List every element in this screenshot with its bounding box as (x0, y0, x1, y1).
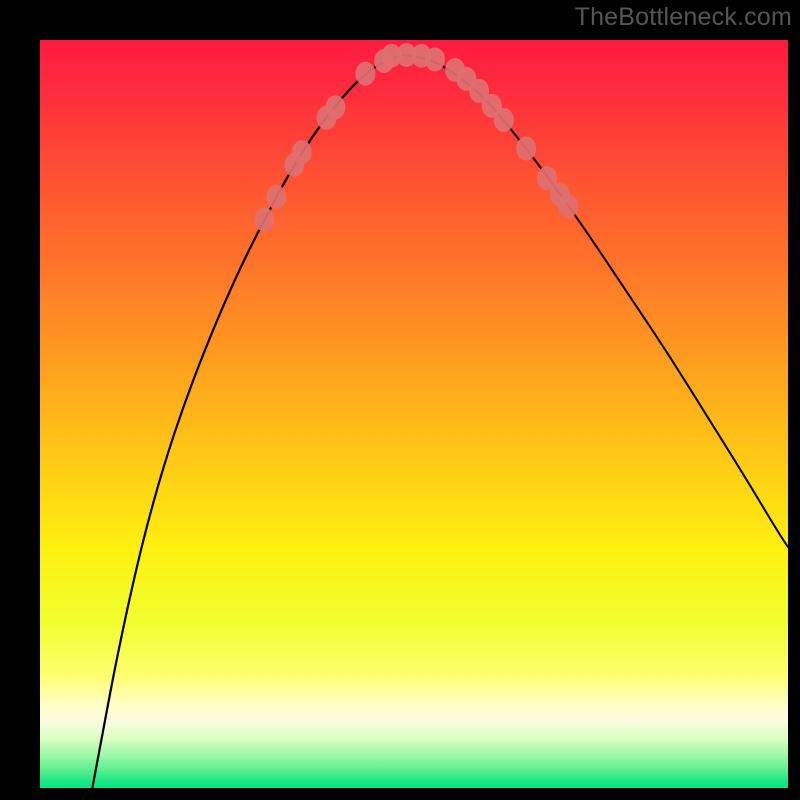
marker-point (425, 47, 445, 71)
watermark-text: TheBottleneck.com (575, 3, 792, 32)
marker-point (254, 208, 274, 232)
chart-background (40, 40, 788, 788)
marker-point (516, 136, 536, 160)
bottleneck-chart (0, 0, 800, 800)
marker-point (355, 62, 375, 86)
marker-point (494, 108, 514, 132)
marker-point (292, 140, 312, 164)
marker-point (558, 194, 578, 218)
marker-point (266, 185, 286, 209)
marker-point (325, 95, 345, 119)
